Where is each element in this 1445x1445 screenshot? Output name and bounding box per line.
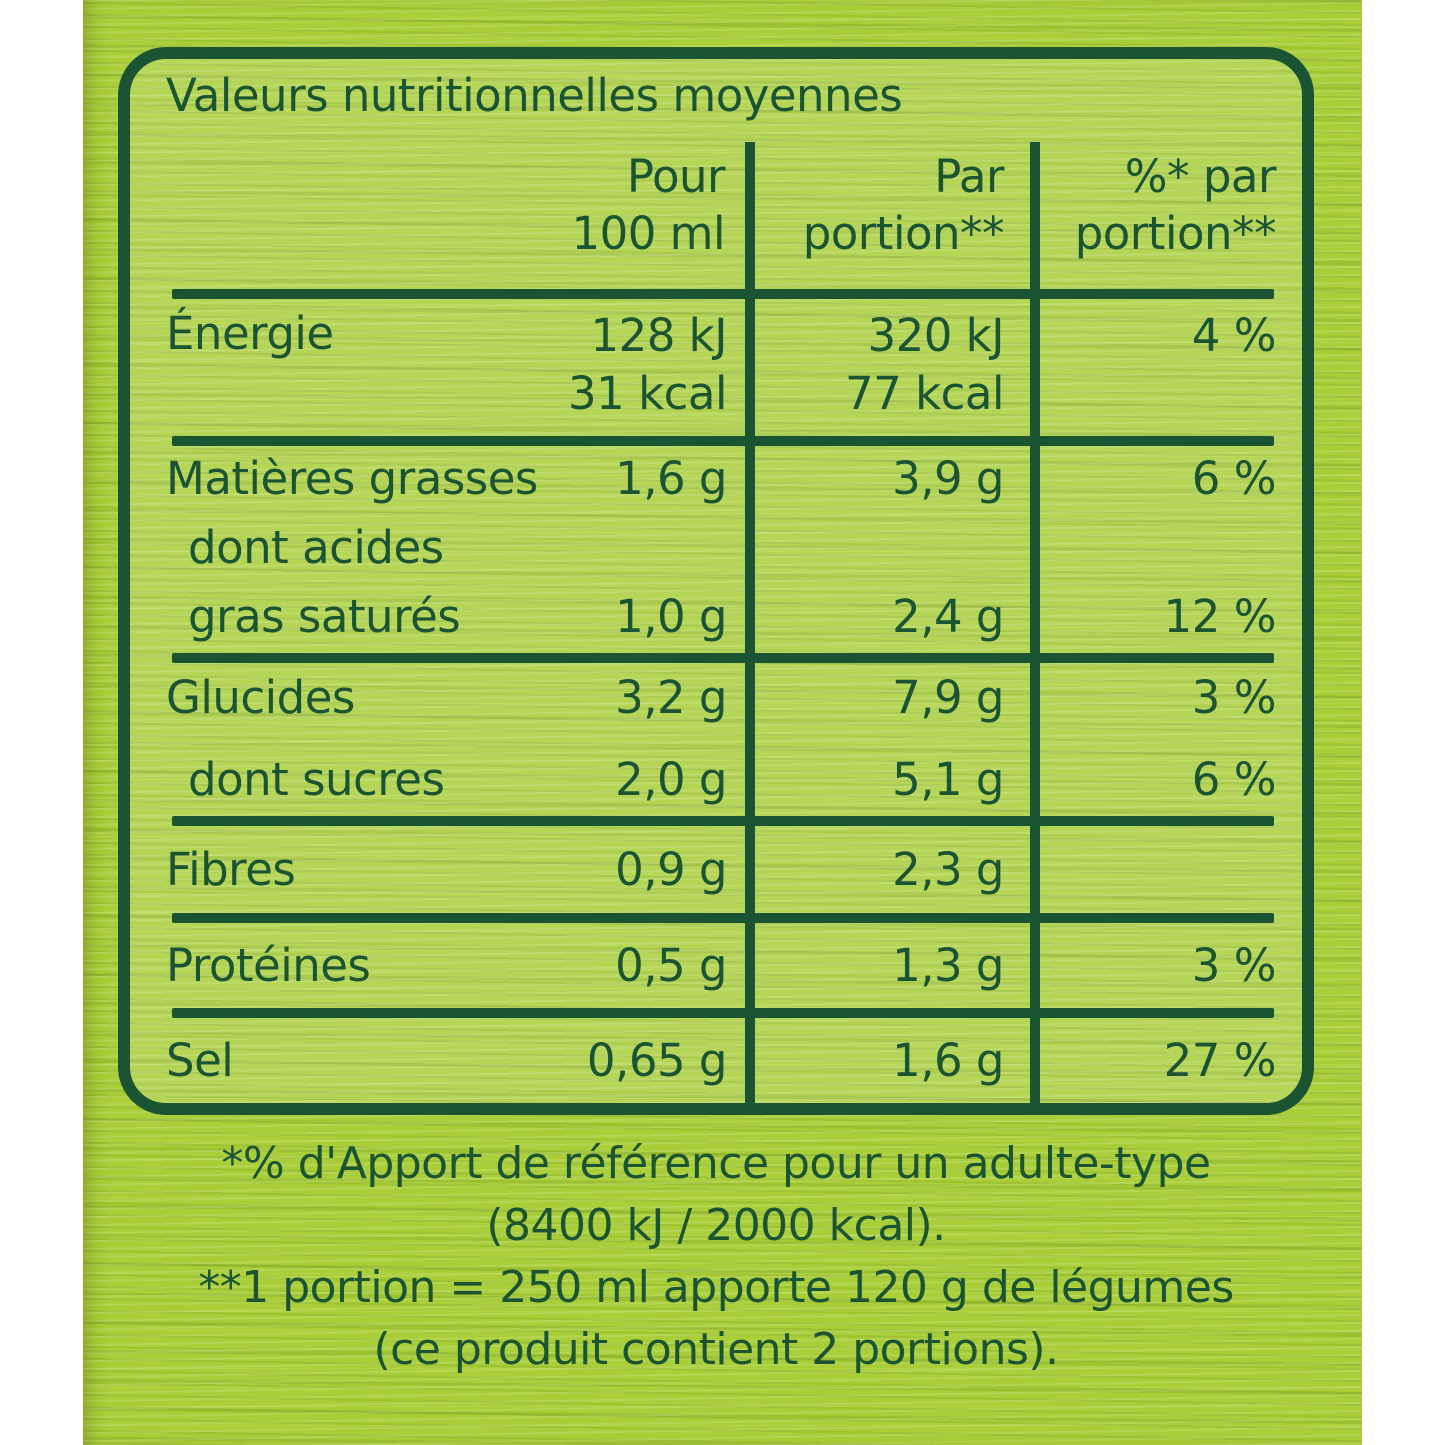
header-par-line2: portion**: [802, 207, 1005, 260]
header-pour-line2: 100 ml: [571, 207, 725, 260]
row-divider: [172, 289, 1274, 299]
row-energie: Énergie 128 kJ 31 kcal 320 kJ 77 kcal 4 …: [130, 299, 1302, 436]
glucides-pct: 3 %: [1191, 671, 1277, 724]
sel-pct-value: 27 %: [1163, 1034, 1277, 1087]
row-divider: [172, 913, 1274, 923]
proteines-label: Protéines: [166, 939, 371, 992]
footnote-reference-line2: (8400 kJ / 2000 kcal).: [486, 1200, 946, 1251]
fibres-label: Fibres: [166, 843, 296, 896]
proteines-portion-value: 1,3 g: [892, 939, 1004, 992]
header-pct-line1: %* par: [1124, 150, 1277, 203]
sel-portion-value: 1,6 g: [892, 1034, 1004, 1087]
sucres-pct: 6 %: [1191, 753, 1277, 806]
sucres-per100-value: 2,0 g: [615, 753, 727, 806]
row-fibres: Fibres 0,9 g 2,3 g: [130, 826, 1302, 913]
column-divider-2: [1030, 142, 1040, 1103]
fibres-per100-value: 0,9 g: [615, 843, 727, 896]
fat-label-cell: Matières grasses 1,6 g dont acides gras …: [130, 452, 745, 643]
header-pour-100ml: Pour 100 ml: [130, 134, 745, 289]
footnote-portion-line1: **1 portion = 250 ml apporte 120 g de lé…: [198, 1262, 1234, 1313]
energie-per100-kj: 128 kJ: [590, 309, 727, 362]
fat-portion-value: 3,9 g: [892, 452, 1004, 505]
glucides-pct-cell: 3 % 6 %: [1030, 671, 1302, 806]
column-divider-1: [745, 142, 755, 1103]
energie-per100-kcal: 31 kcal: [568, 367, 727, 420]
energie-pct-value: 4 %: [1030, 307, 1302, 436]
header-pour-line1: Pour: [626, 150, 726, 203]
glucides-per100-value: 3,2 g: [615, 671, 727, 724]
fat-per100-value: 1,6 g: [615, 452, 727, 505]
proteines-per100-value: 0,5 g: [615, 939, 727, 992]
fat-saturated-label: gras saturés: [188, 590, 461, 643]
row-glucides: Glucides 3,2 g dont sucres 2,0 g 7,9 g 5…: [130, 663, 1302, 816]
row-divider: [172, 436, 1274, 446]
proteines-pct-value: 3 %: [1191, 939, 1277, 992]
glucides-portion-cell: 7,9 g 5,1 g: [745, 671, 1030, 806]
table-header-row: Pour 100 ml Par portion** %* par portion…: [130, 134, 1302, 289]
fibres-portion-value: 2,3 g: [892, 843, 1004, 896]
energie-label-cell: Énergie 128 kJ 31 kcal: [130, 307, 745, 436]
footnotes: *% d'Apport de référence pour un adulte-…: [118, 1133, 1314, 1381]
fat-saturated-pct: 12 %: [1163, 590, 1277, 643]
row-divider: [172, 653, 1274, 663]
header-par-portion: Par portion**: [745, 134, 1030, 289]
row-matieres-grasses: Matières grasses 1,6 g dont acides gras …: [130, 446, 1302, 653]
sel-per100-value: 0,65 g: [586, 1034, 728, 1087]
energie-label: Énergie: [166, 307, 334, 360]
energie-pct: 4 %: [1191, 309, 1277, 362]
fat-sub-line1: dont acides: [188, 521, 444, 574]
fat-saturated-per100-value: 1,0 g: [615, 590, 727, 643]
fat-saturated-portion-value: 2,4 g: [892, 590, 1004, 643]
fat-portion-cell: 3,9 g 2,4 g: [745, 452, 1030, 643]
header-par-line1: Par: [934, 150, 1004, 203]
row-sel: Sel 0,65 g 1,6 g 27 %: [130, 1018, 1302, 1103]
row-divider: [172, 1008, 1274, 1018]
glucides-portion-value: 7,9 g: [892, 671, 1004, 724]
header-pct-portion: %* par portion**: [1030, 134, 1302, 289]
footnote-reference-line1: *% d'Apport de référence pour un adulte-…: [221, 1138, 1211, 1189]
glucides-line1: Glucides 3,2 g: [166, 671, 727, 724]
energie-portion-kj: 320 kJ: [867, 309, 1004, 362]
energie-portion-kcal: 77 kcal: [845, 367, 1004, 420]
fat-line1: Matières grasses 1,6 g: [166, 452, 727, 505]
fat-label: Matières grasses: [166, 452, 538, 505]
sucres-portion-value: 5,1 g: [892, 753, 1004, 806]
sel-label: Sel: [166, 1034, 234, 1087]
nutrition-table: Valeurs nutritionnelles moyennes Pour 10…: [130, 59, 1302, 1103]
energie-portion-value: 320 kJ 77 kcal: [745, 307, 1030, 436]
proteines-label-cell: Protéines 0,5 g: [130, 939, 745, 992]
energie-per100-value: 128 kJ 31 kcal: [568, 307, 727, 423]
fat-pct-cell: 6 % 12 %: [1030, 452, 1302, 643]
glucides-label-cell: Glucides 3,2 g dont sucres 2,0 g: [130, 671, 745, 806]
fat-line3: gras saturés 1,0 g: [166, 590, 727, 643]
nutrition-table-box: Valeurs nutritionnelles moyennes Pour 10…: [118, 47, 1314, 1115]
fat-pct: 6 %: [1191, 452, 1277, 505]
row-divider: [172, 816, 1274, 826]
sel-label-cell: Sel 0,65 g: [130, 1034, 745, 1087]
header-pct-line2: portion**: [1074, 207, 1277, 260]
sucres-label: dont sucres: [188, 753, 445, 806]
table-title: Valeurs nutritionnelles moyennes: [166, 69, 903, 122]
glucides-line2: dont sucres 2,0 g: [166, 753, 727, 806]
fibres-label-cell: Fibres 0,9 g: [130, 843, 745, 896]
row-proteines: Protéines 0,5 g 1,3 g 3 %: [130, 923, 1302, 1008]
glucides-label: Glucides: [166, 671, 355, 724]
footnote-portion-line2: (ce produit contient 2 portions).: [373, 1324, 1059, 1375]
packaging-background: Valeurs nutritionnelles moyennes Pour 10…: [83, 0, 1362, 1445]
